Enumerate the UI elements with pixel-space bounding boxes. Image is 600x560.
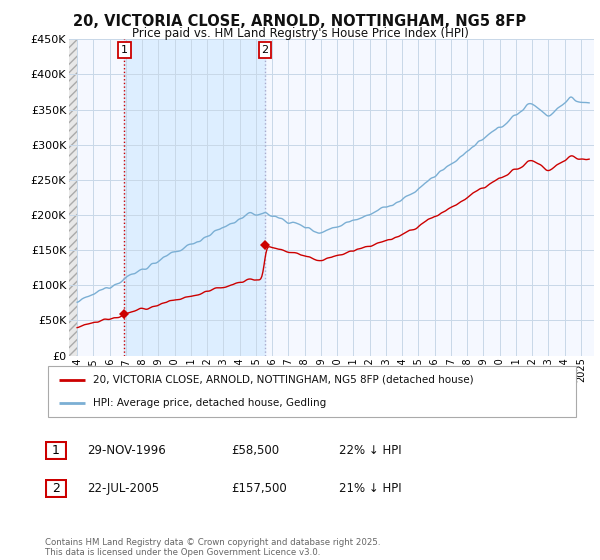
FancyBboxPatch shape [48,366,576,417]
Bar [69,39,78,356]
Bar [124,39,265,356]
Text: 1: 1 [121,45,128,55]
Text: 22% ↓ HPI: 22% ↓ HPI [339,444,401,458]
Text: £58,500: £58,500 [231,444,279,458]
FancyBboxPatch shape [46,480,65,497]
Text: 21% ↓ HPI: 21% ↓ HPI [339,482,401,495]
Text: HPI: Average price, detached house, Gedling: HPI: Average price, detached house, Gedl… [93,398,326,408]
Text: 20, VICTORIA CLOSE, ARNOLD, NOTTINGHAM, NG5 8FP: 20, VICTORIA CLOSE, ARNOLD, NOTTINGHAM, … [73,14,527,29]
Text: 2: 2 [261,45,268,55]
Text: 1: 1 [52,444,60,458]
Text: 29-NOV-1996: 29-NOV-1996 [87,444,166,458]
Text: 20, VICTORIA CLOSE, ARNOLD, NOTTINGHAM, NG5 8FP (detached house): 20, VICTORIA CLOSE, ARNOLD, NOTTINGHAM, … [93,375,473,385]
FancyBboxPatch shape [46,442,65,459]
Text: Price paid vs. HM Land Registry's House Price Index (HPI): Price paid vs. HM Land Registry's House … [131,27,469,40]
Text: Contains HM Land Registry data © Crown copyright and database right 2025.
This d: Contains HM Land Registry data © Crown c… [45,538,380,557]
Text: 2: 2 [52,482,60,495]
Text: 22-JUL-2005: 22-JUL-2005 [87,482,159,495]
Text: £157,500: £157,500 [231,482,287,495]
